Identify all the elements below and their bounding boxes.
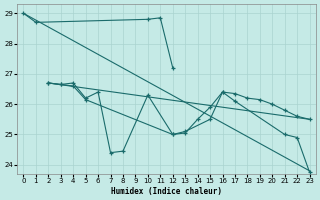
X-axis label: Humidex (Indice chaleur): Humidex (Indice chaleur): [111, 187, 222, 196]
